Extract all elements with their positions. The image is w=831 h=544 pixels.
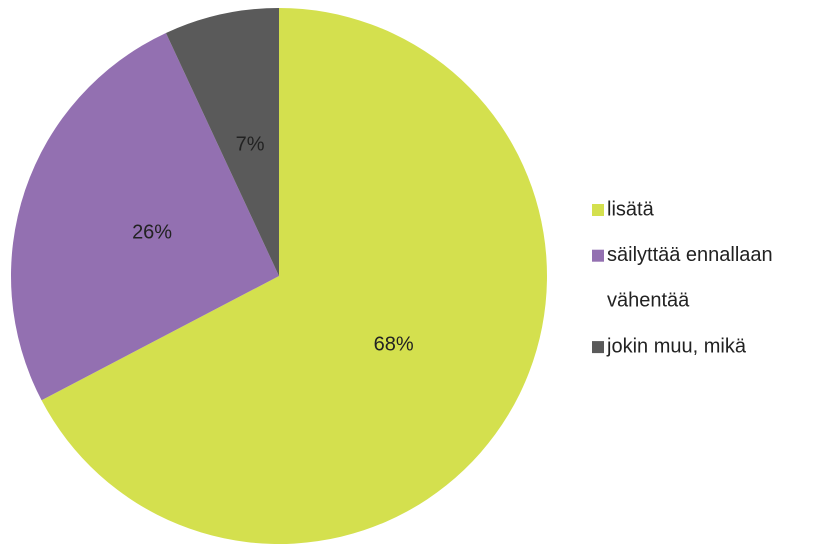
data-label: 68% — [374, 334, 414, 356]
data-label: 7% — [236, 133, 265, 155]
pie-slice — [41, 8, 548, 544]
pie-slice — [10, 33, 279, 401]
legend-label: säilyttää ennallaan — [607, 244, 773, 266]
legend-swatch — [592, 295, 604, 308]
legend-swatch — [592, 204, 604, 216]
pie-slice — [165, 8, 279, 276]
legend-swatch — [592, 341, 604, 354]
data-label: 26% — [132, 221, 172, 243]
legend-label: jokin muu, mikä — [606, 335, 747, 357]
legend-swatch — [592, 249, 604, 262]
legend-label: lisätä — [607, 198, 655, 220]
legend-label: vähentää — [607, 290, 690, 312]
